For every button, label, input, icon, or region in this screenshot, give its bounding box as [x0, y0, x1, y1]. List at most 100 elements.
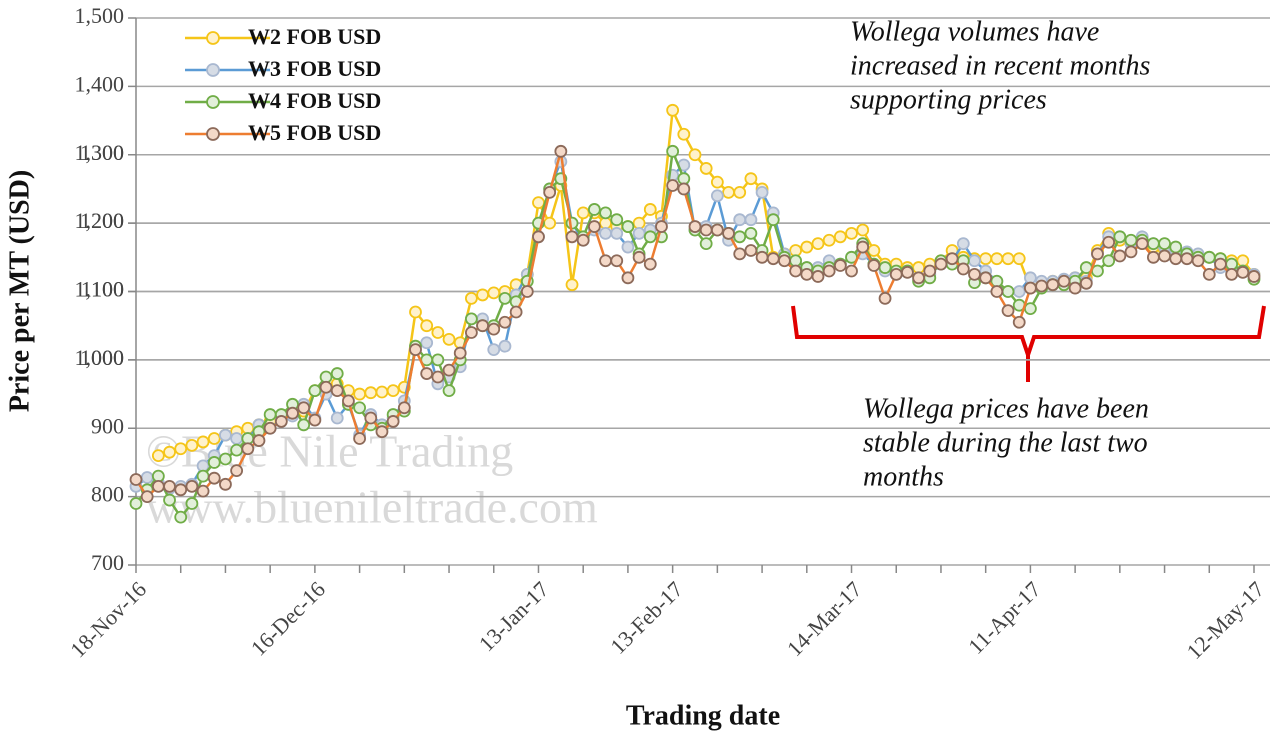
marker	[431, 353, 445, 367]
marker	[912, 261, 925, 274]
marker	[744, 244, 758, 257]
marker	[185, 438, 199, 452]
marker	[632, 216, 646, 230]
marker	[174, 483, 188, 497]
marker	[342, 394, 355, 408]
marker	[442, 384, 456, 398]
marker	[1124, 233, 1138, 247]
marker	[487, 343, 501, 357]
marker	[576, 233, 590, 247]
marker	[643, 230, 657, 244]
marker	[151, 479, 165, 493]
marker	[599, 216, 612, 230]
marker	[319, 380, 333, 394]
marker	[800, 268, 814, 281]
marker	[353, 432, 367, 445]
annotation: Wollega volumes have	[850, 16, 1099, 47]
marker	[397, 401, 411, 415]
marker	[699, 223, 713, 237]
y-axis-title: Price per MT (USD)	[4, 170, 35, 412]
marker	[621, 220, 635, 233]
marker	[833, 259, 847, 272]
marker	[375, 425, 389, 439]
marker	[945, 252, 959, 266]
y-tick-label: 1000	[80, 345, 124, 370]
marker	[353, 401, 367, 415]
y-tick-label: 1100	[81, 277, 124, 302]
marker	[599, 226, 612, 240]
marker	[476, 319, 489, 333]
marker	[129, 473, 143, 486]
marker	[353, 387, 367, 401]
marker	[431, 326, 445, 339]
marker	[733, 247, 747, 261]
y-tick-label: 900	[91, 413, 124, 438]
marker	[744, 226, 758, 240]
marker	[956, 262, 970, 276]
marker	[453, 346, 467, 360]
marker	[1113, 249, 1127, 263]
marker	[297, 401, 311, 415]
marker	[677, 127, 691, 141]
marker	[207, 432, 221, 445]
marker	[1158, 249, 1171, 263]
y-tick-label: 1,200	[75, 208, 125, 233]
marker	[688, 148, 702, 162]
marker	[979, 252, 993, 266]
marker	[621, 240, 635, 254]
legend-label: W4 FOB USD	[248, 88, 381, 113]
marker	[219, 452, 232, 466]
x-tick-label: 11-Apr-17	[963, 576, 1045, 658]
marker	[923, 264, 937, 278]
marker	[1024, 302, 1037, 315]
marker	[420, 367, 434, 380]
marker	[230, 443, 244, 457]
legend-marker	[206, 63, 220, 77]
marker	[688, 220, 702, 233]
x-tick-label: 16-Dec-16	[246, 576, 330, 660]
marker	[1146, 250, 1160, 264]
marker	[420, 319, 434, 333]
marker	[1202, 268, 1216, 281]
x-tick-label: 18-Nov-16	[65, 576, 151, 662]
marker	[878, 261, 892, 274]
annotation: Wollega prices have been	[863, 393, 1149, 424]
legend-marker	[206, 127, 220, 141]
marker	[308, 413, 322, 427]
marker	[1191, 254, 1205, 268]
marker	[498, 339, 512, 353]
marker	[666, 144, 680, 158]
y-tick-label: 1,300	[75, 140, 125, 165]
marker	[833, 230, 847, 244]
marker	[565, 216, 579, 230]
marker	[330, 367, 344, 380]
marker	[1225, 257, 1239, 271]
marker	[856, 240, 870, 254]
legend-label: W5 FOB USD	[248, 120, 381, 145]
marker	[554, 144, 568, 158]
marker	[308, 384, 322, 398]
marker	[1236, 254, 1250, 268]
marker	[297, 418, 311, 432]
marker	[979, 271, 993, 285]
marker	[733, 230, 747, 244]
marker	[1091, 247, 1104, 261]
marker	[632, 226, 646, 240]
marker	[822, 233, 836, 247]
y-tick-label: 1,400	[75, 71, 125, 96]
marker	[241, 442, 255, 456]
marker	[811, 270, 825, 283]
marker	[219, 428, 232, 442]
marker	[744, 213, 758, 227]
marker	[867, 244, 881, 257]
marker	[621, 271, 635, 285]
marker	[666, 103, 680, 117]
marker	[163, 479, 176, 493]
marker	[1113, 230, 1127, 244]
marker	[1079, 276, 1093, 290]
marker	[1001, 252, 1015, 266]
annotation: stable during the last two	[863, 427, 1148, 458]
marker	[845, 226, 858, 240]
marker	[464, 312, 478, 326]
x-tick-label: 12-May-17	[1181, 576, 1269, 664]
